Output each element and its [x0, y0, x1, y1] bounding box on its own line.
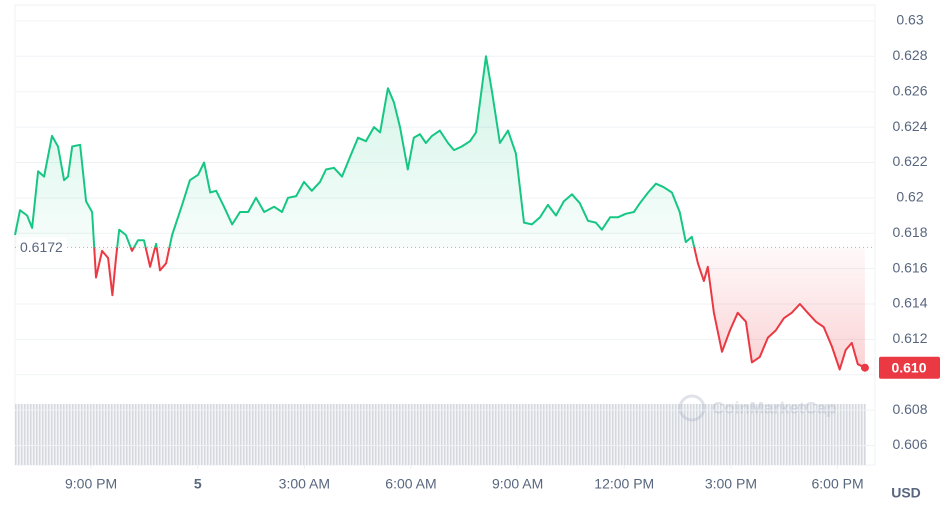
baseline-label: 0.6172: [20, 239, 63, 255]
volume-bars: [15, 404, 866, 465]
watermark-text: CoinMarketCap: [712, 398, 837, 417]
y-tick-label: 0.622: [892, 153, 927, 169]
last-point: [860, 363, 869, 372]
y-tick-label: 0.62: [896, 189, 923, 205]
y-tick-label: 0.612: [892, 330, 927, 346]
last-price-tag: [879, 356, 940, 379]
x-tick-label: 9:00 AM: [492, 476, 543, 492]
y-tick-label: 0.606: [892, 436, 927, 452]
x-tick-label: 3:00 PM: [705, 476, 757, 492]
last-price-label: 0.610: [891, 359, 926, 375]
y-tick-label: 0.616: [892, 259, 927, 275]
y-tick-label: 0.614: [892, 295, 927, 311]
x-tick-label: 5: [194, 476, 202, 492]
y-tick-label: 0.63: [896, 12, 923, 28]
x-tick-label: 6:00 PM: [811, 476, 863, 492]
y-tick-label: 0.626: [892, 82, 927, 98]
currency-label: USD: [891, 485, 921, 501]
baseline-label-box: [17, 237, 67, 258]
price-line: [14, 55, 866, 371]
y-tick-label: 0.608: [892, 401, 927, 417]
area-fill: [15, 56, 865, 370]
y-tick-label: 0.618: [892, 224, 927, 240]
y-tick-label: 0.624: [892, 118, 927, 134]
watermark: CoinMarketCap: [678, 394, 837, 422]
x-tick-label: 9:00 PM: [65, 476, 117, 492]
x-tick-label: 3:00 AM: [279, 476, 330, 492]
x-tick-label: 12:00 PM: [594, 476, 654, 492]
y-tick-label: 0.628: [892, 47, 927, 63]
x-tick-label: 6:00 AM: [385, 476, 436, 492]
